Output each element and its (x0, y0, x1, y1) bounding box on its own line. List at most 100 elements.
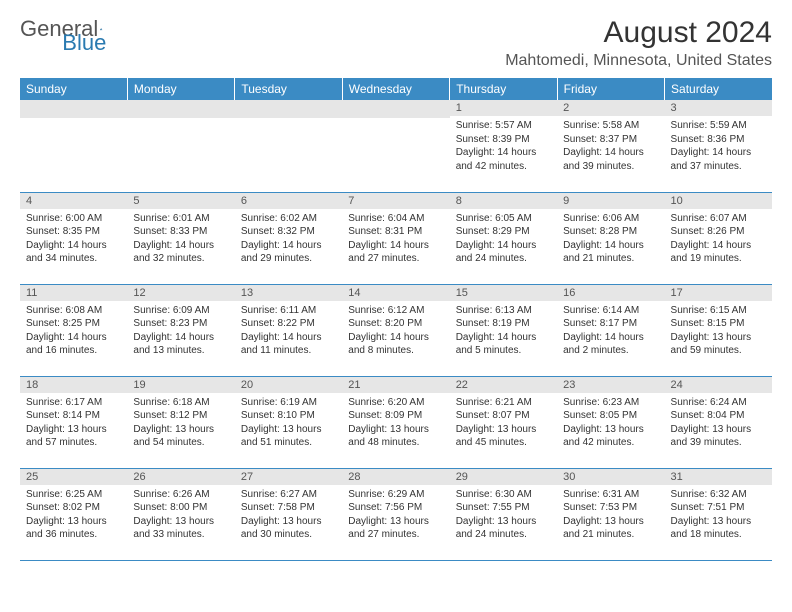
day-details: Sunrise: 6:01 AMSunset: 8:33 PMDaylight:… (127, 209, 234, 269)
calendar-row: 18Sunrise: 6:17 AMSunset: 8:14 PMDayligh… (20, 376, 772, 468)
day-details: Sunrise: 6:19 AMSunset: 8:10 PMDaylight:… (235, 393, 342, 453)
daylight-line: Daylight: 13 hours and 18 minutes. (671, 515, 766, 542)
daylight-line: Daylight: 13 hours and 45 minutes. (456, 423, 551, 450)
calendar-row: 4Sunrise: 6:00 AMSunset: 8:35 PMDaylight… (20, 192, 772, 284)
day-details: Sunrise: 6:24 AMSunset: 8:04 PMDaylight:… (665, 393, 772, 453)
day-details: Sunrise: 6:08 AMSunset: 8:25 PMDaylight:… (20, 301, 127, 361)
day-details: Sunrise: 6:29 AMSunset: 7:56 PMDaylight:… (342, 485, 449, 545)
day-header-row: SundayMondayTuesdayWednesdayThursdayFrid… (20, 78, 772, 100)
sunrise-line: Sunrise: 6:08 AM (26, 304, 121, 318)
calendar-cell: 17Sunrise: 6:15 AMSunset: 8:15 PMDayligh… (665, 284, 772, 376)
day-details: Sunrise: 6:32 AMSunset: 7:51 PMDaylight:… (665, 485, 772, 545)
sunrise-line: Sunrise: 6:09 AM (133, 304, 228, 318)
sunset-line: Sunset: 8:04 PM (671, 409, 766, 423)
calendar-cell: 11Sunrise: 6:08 AMSunset: 8:25 PMDayligh… (20, 284, 127, 376)
day-number: 24 (665, 377, 772, 393)
sunrise-line: Sunrise: 6:02 AM (241, 212, 336, 226)
logo: General Blue (20, 16, 168, 42)
calendar-cell: 4Sunrise: 6:00 AMSunset: 8:35 PMDaylight… (20, 192, 127, 284)
calendar-cell: 16Sunrise: 6:14 AMSunset: 8:17 PMDayligh… (557, 284, 664, 376)
calendar-cell: 25Sunrise: 6:25 AMSunset: 8:02 PMDayligh… (20, 468, 127, 560)
daylight-line: Daylight: 14 hours and 11 minutes. (241, 331, 336, 358)
sunrise-line: Sunrise: 6:18 AM (133, 396, 228, 410)
day-details: Sunrise: 5:57 AMSunset: 8:39 PMDaylight:… (450, 116, 557, 176)
day-details: Sunrise: 6:11 AMSunset: 8:22 PMDaylight:… (235, 301, 342, 361)
sunset-line: Sunset: 7:55 PM (456, 501, 551, 515)
calendar-cell: 15Sunrise: 6:13 AMSunset: 8:19 PMDayligh… (450, 284, 557, 376)
sunset-line: Sunset: 7:58 PM (241, 501, 336, 515)
day-number: 1 (450, 100, 557, 116)
day-number: 7 (342, 193, 449, 209)
daylight-line: Daylight: 14 hours and 5 minutes. (456, 331, 551, 358)
calendar-cell (342, 100, 449, 192)
sunrise-line: Sunrise: 6:07 AM (671, 212, 766, 226)
calendar-row: 1Sunrise: 5:57 AMSunset: 8:39 PMDaylight… (20, 100, 772, 192)
day-number: 27 (235, 469, 342, 485)
day-details: Sunrise: 6:25 AMSunset: 8:02 PMDaylight:… (20, 485, 127, 545)
day-number: 31 (665, 469, 772, 485)
sunset-line: Sunset: 8:23 PM (133, 317, 228, 331)
calendar-cell (20, 100, 127, 192)
day-header: Friday (557, 78, 664, 100)
sunrise-line: Sunrise: 6:01 AM (133, 212, 228, 226)
day-details: Sunrise: 6:02 AMSunset: 8:32 PMDaylight:… (235, 209, 342, 269)
sunset-line: Sunset: 8:36 PM (671, 133, 766, 147)
calendar-cell: 31Sunrise: 6:32 AMSunset: 7:51 PMDayligh… (665, 468, 772, 560)
day-number: 22 (450, 377, 557, 393)
sunset-line: Sunset: 8:19 PM (456, 317, 551, 331)
sunrise-line: Sunrise: 6:30 AM (456, 488, 551, 502)
calendar-cell: 5Sunrise: 6:01 AMSunset: 8:33 PMDaylight… (127, 192, 234, 284)
sunset-line: Sunset: 8:33 PM (133, 225, 228, 239)
sunset-line: Sunset: 8:07 PM (456, 409, 551, 423)
calendar-cell: 22Sunrise: 6:21 AMSunset: 8:07 PMDayligh… (450, 376, 557, 468)
day-number: 19 (127, 377, 234, 393)
daylight-line: Daylight: 14 hours and 34 minutes. (26, 239, 121, 266)
day-details: Sunrise: 5:58 AMSunset: 8:37 PMDaylight:… (557, 116, 664, 176)
sunrise-line: Sunrise: 6:25 AM (26, 488, 121, 502)
sunset-line: Sunset: 8:25 PM (26, 317, 121, 331)
day-header: Monday (127, 78, 234, 100)
sunset-line: Sunset: 8:17 PM (563, 317, 658, 331)
daylight-line: Daylight: 13 hours and 54 minutes. (133, 423, 228, 450)
sunrise-line: Sunrise: 6:24 AM (671, 396, 766, 410)
calendar-cell: 24Sunrise: 6:24 AMSunset: 8:04 PMDayligh… (665, 376, 772, 468)
day-number: 5 (127, 193, 234, 209)
sunrise-line: Sunrise: 6:29 AM (348, 488, 443, 502)
sunset-line: Sunset: 8:29 PM (456, 225, 551, 239)
daylight-line: Daylight: 13 hours and 39 minutes. (671, 423, 766, 450)
sunset-line: Sunset: 8:35 PM (26, 225, 121, 239)
sunset-line: Sunset: 8:31 PM (348, 225, 443, 239)
daylight-line: Daylight: 13 hours and 33 minutes. (133, 515, 228, 542)
calendar-cell: 13Sunrise: 6:11 AMSunset: 8:22 PMDayligh… (235, 284, 342, 376)
empty-daynum (127, 100, 234, 118)
daylight-line: Daylight: 13 hours and 59 minutes. (671, 331, 766, 358)
day-details: Sunrise: 6:05 AMSunset: 8:29 PMDaylight:… (450, 209, 557, 269)
daylight-line: Daylight: 13 hours and 48 minutes. (348, 423, 443, 450)
day-number: 13 (235, 285, 342, 301)
daylight-line: Daylight: 13 hours and 24 minutes. (456, 515, 551, 542)
sunset-line: Sunset: 8:28 PM (563, 225, 658, 239)
day-number: 15 (450, 285, 557, 301)
sunset-line: Sunset: 8:09 PM (348, 409, 443, 423)
calendar-row: 11Sunrise: 6:08 AMSunset: 8:25 PMDayligh… (20, 284, 772, 376)
sunrise-line: Sunrise: 6:17 AM (26, 396, 121, 410)
calendar-cell: 7Sunrise: 6:04 AMSunset: 8:31 PMDaylight… (342, 192, 449, 284)
daylight-line: Daylight: 14 hours and 19 minutes. (671, 239, 766, 266)
sunrise-line: Sunrise: 6:19 AM (241, 396, 336, 410)
sunset-line: Sunset: 8:02 PM (26, 501, 121, 515)
day-header: Sunday (20, 78, 127, 100)
sunrise-line: Sunrise: 5:59 AM (671, 119, 766, 133)
day-details: Sunrise: 6:23 AMSunset: 8:05 PMDaylight:… (557, 393, 664, 453)
calendar-cell: 3Sunrise: 5:59 AMSunset: 8:36 PMDaylight… (665, 100, 772, 192)
month-title: August 2024 (505, 16, 772, 50)
sunset-line: Sunset: 8:05 PM (563, 409, 658, 423)
sunrise-line: Sunrise: 6:15 AM (671, 304, 766, 318)
sunset-line: Sunset: 7:51 PM (671, 501, 766, 515)
calendar-cell: 23Sunrise: 6:23 AMSunset: 8:05 PMDayligh… (557, 376, 664, 468)
sunset-line: Sunset: 8:20 PM (348, 317, 443, 331)
daylight-line: Daylight: 14 hours and 8 minutes. (348, 331, 443, 358)
day-number: 29 (450, 469, 557, 485)
daylight-line: Daylight: 13 hours and 42 minutes. (563, 423, 658, 450)
day-number: 28 (342, 469, 449, 485)
sunset-line: Sunset: 7:53 PM (563, 501, 658, 515)
